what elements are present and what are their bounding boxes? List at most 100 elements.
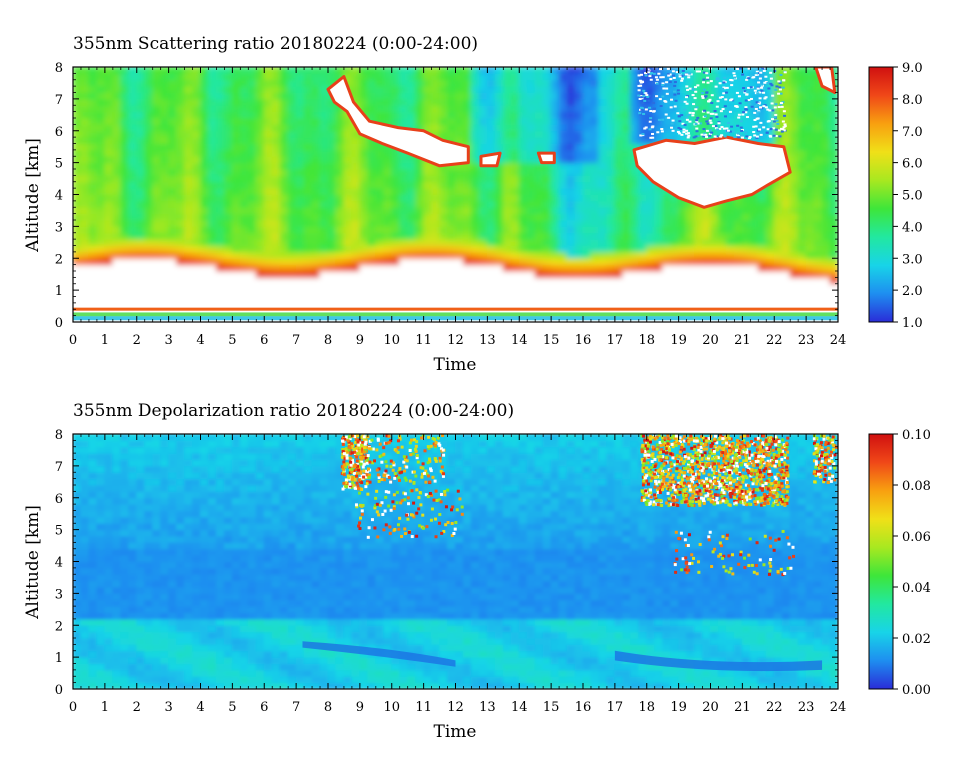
x-tick-label: 2 <box>133 700 141 715</box>
colorbar-tick-label: 1.0 <box>902 316 923 331</box>
x-tick-label: 8 <box>324 333 332 348</box>
x-tick-label: 7 <box>292 333 300 348</box>
x-tick-label: 17 <box>607 333 624 348</box>
depolarization-ratio-heatmap <box>73 434 839 690</box>
y-tick-label: 1 <box>55 284 63 299</box>
colorbar-tick-label: 0.00 <box>902 683 931 698</box>
x-tick-label: 3 <box>164 333 172 348</box>
x-tick-label: 21 <box>734 700 751 715</box>
x-tick-label: 22 <box>766 700 783 715</box>
x-tick-label: 14 <box>511 700 528 715</box>
y-tick-label: 6 <box>55 125 63 140</box>
y-tick-label: 2 <box>55 619 63 634</box>
x-tick-label: 5 <box>228 700 236 715</box>
depolarization-ratio-panel: 355nm Depolarization ratio 20180224 (0:0… <box>23 401 931 742</box>
x-tick-label: 6 <box>260 333 268 348</box>
x-tick-label: 11 <box>415 700 432 715</box>
x-tick-label: 6 <box>260 700 268 715</box>
colorbar-tick-label: 0.06 <box>902 530 931 545</box>
y-tick-label: 3 <box>55 587 63 602</box>
colorbar-tick-label: 5.0 <box>902 189 923 204</box>
colorbar-tick-label: 0.08 <box>902 479 931 494</box>
x-tick-label: 4 <box>196 333 204 348</box>
x-tick-label: 22 <box>766 333 783 348</box>
x-tick-label: 21 <box>734 333 751 348</box>
colorbar-tick-label: 0.04 <box>902 581 931 596</box>
y-tick-label: 0 <box>55 683 63 698</box>
x-tick-label: 24 <box>830 333 847 348</box>
x-tick-label: 12 <box>447 700 464 715</box>
colorbar-scale <box>869 67 893 322</box>
x-tick-label: 16 <box>575 700 592 715</box>
y-tick-label: 0 <box>55 316 63 331</box>
x-tick-label: 12 <box>447 333 464 348</box>
colorbar-tick-label: 8.0 <box>902 93 923 108</box>
colorbar-tick-label: 6.0 <box>902 157 923 172</box>
x-tick-label: 20 <box>702 333 719 348</box>
x-tick-label: 24 <box>830 700 847 715</box>
x-tick-label: 16 <box>575 333 592 348</box>
scattering-ratio-heatmap <box>73 67 839 323</box>
x-tick-label: 11 <box>415 333 432 348</box>
x-tick-label: 10 <box>383 333 400 348</box>
x-tick-label: 8 <box>324 700 332 715</box>
x-tick-label: 19 <box>670 700 687 715</box>
y-tick-label: 8 <box>55 61 63 76</box>
x-tick-label: 15 <box>543 333 560 348</box>
colorbar: 1.02.03.04.05.06.07.08.09.0 <box>869 61 923 331</box>
y-tick-label: 8 <box>55 428 63 443</box>
x-axis-label: Time <box>434 722 477 742</box>
y-tick-label: 3 <box>55 220 63 235</box>
y-tick-label: 5 <box>55 524 63 539</box>
cirrus-fragment-2 <box>538 153 554 163</box>
x-tick-label: 0 <box>69 333 77 348</box>
chart-title: 355nm Depolarization ratio 20180224 (0:0… <box>73 401 514 421</box>
chart-title: 355nm Scattering ratio 20180224 (0:00-24… <box>73 34 478 54</box>
x-tick-label: 0 <box>69 700 77 715</box>
y-tick-label: 7 <box>55 460 63 475</box>
x-tick-label: 23 <box>798 700 815 715</box>
colorbar-tick-label: 3.0 <box>902 252 923 267</box>
x-tick-label: 20 <box>702 700 719 715</box>
cirrus-fragment-1 <box>481 153 500 166</box>
x-tick-label: 13 <box>479 333 496 348</box>
y-tick-label: 7 <box>55 93 63 108</box>
colorbar-tick-label: 0.02 <box>902 632 931 647</box>
x-tick-label: 15 <box>543 700 560 715</box>
x-tick-label: 17 <box>607 700 624 715</box>
x-tick-label: 18 <box>638 700 655 715</box>
x-tick-label: 19 <box>670 333 687 348</box>
y-tick-label: 4 <box>55 556 63 571</box>
colorbar-tick-label: 9.0 <box>902 61 923 76</box>
x-tick-label: 13 <box>479 700 496 715</box>
x-tick-label: 9 <box>356 700 364 715</box>
x-tick-label: 18 <box>638 333 655 348</box>
colorbar-tick-label: 0.10 <box>902 428 931 443</box>
colorbar-tick-label: 2.0 <box>902 284 923 299</box>
x-tick-label: 14 <box>511 333 528 348</box>
x-tick-label: 3 <box>164 700 172 715</box>
x-axis-label: Time <box>434 355 477 375</box>
x-tick-label: 23 <box>798 333 815 348</box>
x-tick-label: 9 <box>356 333 364 348</box>
x-tick-label: 5 <box>228 333 236 348</box>
x-tick-label: 1 <box>101 700 109 715</box>
x-tick-label: 10 <box>383 700 400 715</box>
x-tick-label: 1 <box>101 333 109 348</box>
y-tick-label: 6 <box>55 492 63 507</box>
scattering-ratio-panel: 355nm Scattering ratio 20180224 (0:00-24… <box>23 34 923 375</box>
x-tick-label: 7 <box>292 700 300 715</box>
colorbar: 0.00 0.02 0.04 0.06 0.08 0.10 <box>869 428 931 698</box>
colorbar-scale <box>869 434 893 689</box>
colorbar-tick-label: 4.0 <box>902 220 923 235</box>
x-tick-label: 2 <box>133 333 141 348</box>
y-axis-label: Altitude [km] <box>23 505 43 620</box>
y-axis-label: Altitude [km] <box>23 138 43 253</box>
y-tick-label: 1 <box>55 651 63 666</box>
y-tick-label: 5 <box>55 157 63 172</box>
y-tick-label: 4 <box>55 189 63 204</box>
y-tick-label: 2 <box>55 252 63 267</box>
x-tick-label: 4 <box>196 700 204 715</box>
